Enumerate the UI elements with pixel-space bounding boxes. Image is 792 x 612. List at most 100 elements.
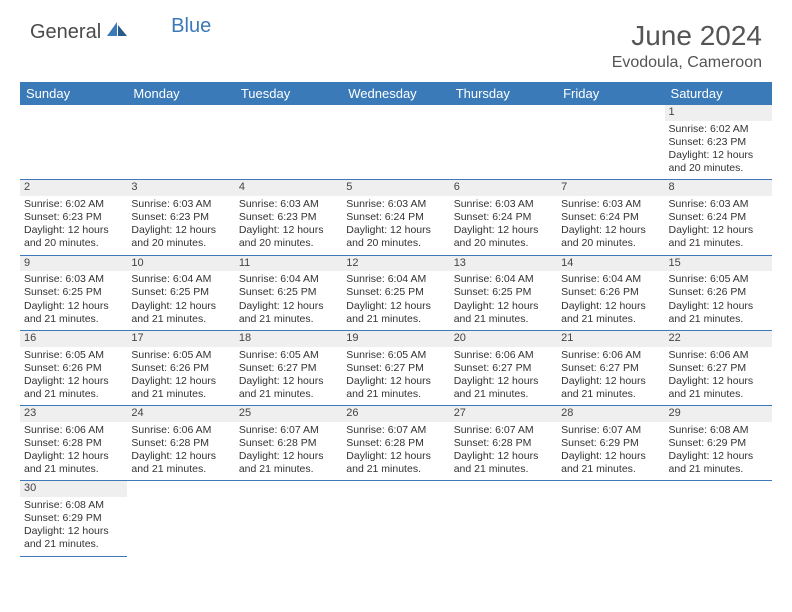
day-number: 18: [235, 331, 342, 347]
day-info: Sunrise: 6:07 AMSunset: 6:28 PMDaylight:…: [239, 424, 338, 477]
day-info: Sunrise: 6:04 AMSunset: 6:25 PMDaylight:…: [454, 273, 553, 326]
calendar-cell: [557, 481, 664, 556]
day-info: Sunrise: 6:06 AMSunset: 6:27 PMDaylight:…: [669, 349, 768, 402]
calendar-cell: [450, 481, 557, 556]
calendar-cell: 25 Sunrise: 6:07 AMSunset: 6:28 PMDayligh…: [235, 406, 342, 481]
day-number: 3: [127, 180, 234, 196]
calendar-cell: [235, 105, 342, 180]
calendar-cell: 15Sunrise: 6:05 AMSunset: 6:26 PMDayligh…: [665, 255, 772, 330]
day-header: Friday: [557, 82, 664, 105]
day-number: 17: [127, 331, 234, 347]
day-number: 11: [235, 256, 342, 272]
day-number: 10: [127, 256, 234, 272]
day-number: 15: [665, 256, 772, 272]
day-info: Sunrise: 6:04 AMSunset: 6:25 PMDaylight:…: [239, 273, 338, 326]
calendar-cell: 4Sunrise: 6:03 AMSunset: 6:23 PMDaylight…: [235, 180, 342, 255]
calendar-cell: 22Sunrise: 6:06 AMSunset: 6:27 PMDayligh…: [665, 330, 772, 405]
calendar-cell: 2Sunrise: 6:02 AMSunset: 6:23 PMDaylight…: [20, 180, 127, 255]
calendar-cell: 28 Sunrise: 6:07 AMSunset: 6:29 PMDayligh…: [557, 406, 664, 481]
day-header: Sunday: [20, 82, 127, 105]
day-info: Sunrise: 6:03 AMSunset: 6:24 PMDaylight:…: [669, 198, 768, 251]
day-info: Sunrise: 6:05 AMSunset: 6:27 PMDaylight:…: [239, 349, 338, 402]
day-info: Sunrise: 6:06 AMSunset: 6:28 PMDaylight:…: [131, 424, 230, 477]
calendar-cell: 20Sunrise: 6:06 AMSunset: 6:27 PMDayligh…: [450, 330, 557, 405]
day-info: Sunrise: 6:03 AMSunset: 6:25 PMDaylight:…: [24, 273, 123, 326]
calendar-cell: 24 Sunrise: 6:06 AMSunset: 6:28 PMDayligh…: [127, 406, 234, 481]
logo-text-1: General: [30, 21, 101, 44]
day-number: 16: [20, 331, 127, 347]
day-number: 28: [557, 406, 664, 422]
day-number: 25: [235, 406, 342, 422]
day-number: 30: [20, 481, 127, 497]
day-info: Sunrise: 6:07 AMSunset: 6:29 PMDaylight:…: [561, 424, 660, 477]
calendar-cell: 3 Sunrise: 6:03 AMSunset: 6:23 PMDaylight…: [127, 180, 234, 255]
calendar-cell: 6 Sunrise: 6:03 AMSunset: 6:24 PMDaylight…: [450, 180, 557, 255]
day-number: 19: [342, 331, 449, 347]
calendar-cell: 5 Sunrise: 6:03 AMSunset: 6:24 PMDaylight…: [342, 180, 449, 255]
day-info: Sunrise: 6:05 AMSunset: 6:26 PMDaylight:…: [24, 349, 123, 402]
logo-text-2: Blue: [171, 15, 211, 38]
logo: General Blue: [30, 20, 211, 44]
calendar-table: Sunday Monday Tuesday Wednesday Thursday…: [20, 82, 772, 557]
day-header: Thursday: [450, 82, 557, 105]
calendar-cell: 10Sunrise: 6:04 AMSunset: 6:25 PMDayligh…: [127, 255, 234, 330]
day-info: Sunrise: 6:05 AMSunset: 6:26 PMDaylight:…: [131, 349, 230, 402]
calendar-cell: 9Sunrise: 6:03 AMSunset: 6:25 PMDaylight…: [20, 255, 127, 330]
calendar-cell: 14Sunrise: 6:04 AMSunset: 6:26 PMDayligh…: [557, 255, 664, 330]
calendar-cell: 23Sunrise: 6:06 AMSunset: 6:28 PMDayligh…: [20, 406, 127, 481]
calendar-cell: 16 Sunrise: 6:05 AMSunset: 6:26 PMDayligh…: [20, 330, 127, 405]
day-number: 24: [127, 406, 234, 422]
day-number: 23: [20, 406, 127, 422]
calendar-cell: [127, 105, 234, 180]
calendar-cell: 7 Sunrise: 6:03 AMSunset: 6:24 PMDaylight…: [557, 180, 664, 255]
day-info: Sunrise: 6:03 AMSunset: 6:23 PMDaylight:…: [131, 198, 230, 251]
calendar-cell: [557, 105, 664, 180]
calendar-cell: [342, 105, 449, 180]
day-info: Sunrise: 6:03 AMSunset: 6:24 PMDaylight:…: [561, 198, 660, 251]
sail-icon: [105, 20, 129, 44]
day-info: Sunrise: 6:03 AMSunset: 6:24 PMDaylight:…: [346, 198, 445, 251]
day-number: 14: [557, 256, 664, 272]
day-number: 20: [450, 331, 557, 347]
calendar-cell: 27Sunrise: 6:07 AMSunset: 6:28 PMDayligh…: [450, 406, 557, 481]
calendar-cell: [665, 481, 772, 556]
day-info: Sunrise: 6:02 AMSunset: 6:23 PMDaylight:…: [669, 123, 768, 176]
calendar-cell: 30 Sunrise: 6:08 AMSunset: 6:29 PMDayligh…: [20, 481, 127, 556]
day-info: Sunrise: 6:07 AMSunset: 6:28 PMDaylight:…: [454, 424, 553, 477]
day-number: 7: [557, 180, 664, 196]
day-info: Sunrise: 6:08 AMSunset: 6:29 PMDaylight:…: [24, 499, 123, 552]
day-info: Sunrise: 6:05 AMSunset: 6:26 PMDaylight:…: [669, 273, 768, 326]
day-info: Sunrise: 6:05 AMSunset: 6:27 PMDaylight:…: [346, 349, 445, 402]
calendar-cell: 8Sunrise: 6:03 AMSunset: 6:24 PMDaylight…: [665, 180, 772, 255]
calendar-cell: [235, 481, 342, 556]
calendar-cell: 11Sunrise: 6:04 AMSunset: 6:25 PMDayligh…: [235, 255, 342, 330]
day-info: Sunrise: 6:04 AMSunset: 6:26 PMDaylight:…: [561, 273, 660, 326]
title-block: June 2024 Evodoula, Cameroon: [612, 20, 762, 72]
day-number: 12: [342, 256, 449, 272]
day-header: Monday: [127, 82, 234, 105]
day-info: Sunrise: 6:03 AMSunset: 6:24 PMDaylight:…: [454, 198, 553, 251]
day-info: Sunrise: 6:07 AMSunset: 6:28 PMDaylight:…: [346, 424, 445, 477]
page-header: General Blue June 2024 Evodoula, Cameroo…: [20, 20, 772, 82]
day-info: Sunrise: 6:02 AMSunset: 6:23 PMDaylight:…: [24, 198, 123, 251]
calendar-cell: 17 Sunrise: 6:05 AMSunset: 6:26 PMDayligh…: [127, 330, 234, 405]
day-number: 13: [450, 256, 557, 272]
calendar-week: 9Sunrise: 6:03 AMSunset: 6:25 PMDaylight…: [20, 255, 772, 330]
day-header: Tuesday: [235, 82, 342, 105]
day-number: 9: [20, 256, 127, 272]
month-title: June 2024: [612, 20, 762, 52]
calendar-week: 2Sunrise: 6:02 AMSunset: 6:23 PMDaylight…: [20, 180, 772, 255]
calendar-cell: 19 Sunrise: 6:05 AMSunset: 6:27 PMDayligh…: [342, 330, 449, 405]
day-number: 1: [665, 105, 772, 121]
calendar-cell: [127, 481, 234, 556]
day-header-row: Sunday Monday Tuesday Wednesday Thursday…: [20, 82, 772, 105]
calendar-cell: 13Sunrise: 6:04 AMSunset: 6:25 PMDayligh…: [450, 255, 557, 330]
day-number: 5: [342, 180, 449, 196]
calendar-week: 23Sunrise: 6:06 AMSunset: 6:28 PMDayligh…: [20, 406, 772, 481]
day-number: 21: [557, 331, 664, 347]
calendar-cell: 26 Sunrise: 6:07 AMSunset: 6:28 PMDayligh…: [342, 406, 449, 481]
calendar-cell: [342, 481, 449, 556]
day-number: 6: [450, 180, 557, 196]
day-number: 4: [235, 180, 342, 196]
day-number: 26: [342, 406, 449, 422]
